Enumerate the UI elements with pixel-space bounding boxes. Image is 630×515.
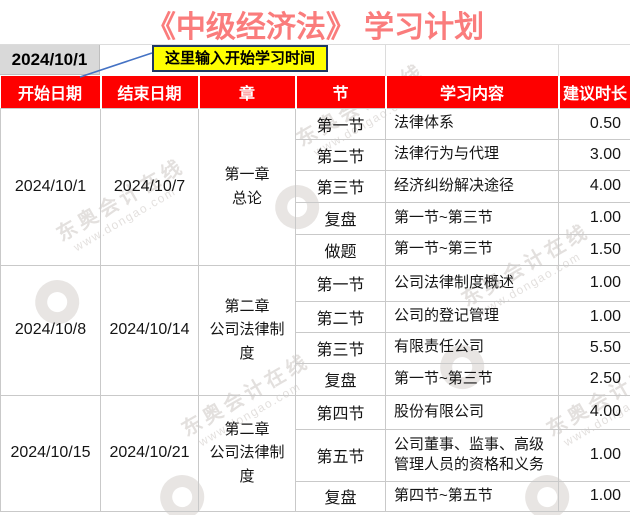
header-cell-end-date[interactable]: 结束日期: [99, 76, 199, 108]
cell-content[interactable]: 公司法律制度概述: [385, 264, 559, 302]
table-row: 复盘 第四节~第五节 1.00: [1, 480, 630, 512]
cell-section[interactable]: 第四节: [295, 394, 386, 430]
page-title: 《中级经济法》 学习计划: [145, 11, 485, 44]
callout-leader-line: [79, 52, 153, 78]
chapter-number: 第二章: [224, 298, 270, 316]
start-date-input-cell[interactable]: 2024/10/1: [0, 45, 100, 75]
cell-section[interactable]: 复盘: [295, 362, 386, 396]
cell-content[interactable]: 第四节~第五节: [385, 480, 559, 512]
cell-content[interactable]: 有限责任公司: [385, 331, 559, 364]
cell-hours[interactable]: 4.00: [558, 394, 630, 430]
cell-content[interactable]: 第一节~第三节: [385, 201, 559, 235]
header-cell-chapter[interactable]: 章: [197, 76, 296, 108]
cell-section[interactable]: 第三节: [295, 331, 386, 364]
cell-content[interactable]: 法律体系: [385, 107, 559, 140]
header-cell-hours[interactable]: 建议时长: [557, 76, 630, 108]
cell-content[interactable]: 法律行为与代理: [385, 138, 559, 171]
cell-chapter[interactable]: 第二章 公司法律制度: [198, 394, 296, 512]
cell-hours[interactable]: 1.50: [558, 233, 630, 266]
gridline: [0, 44, 630, 45]
cell-hours[interactable]: 5.50: [558, 331, 630, 364]
cell-end-date[interactable]: 2024/10/7: [100, 107, 199, 266]
chapter-name: 公司法律制度: [209, 444, 285, 485]
study-plan-table: 开始日期 结束日期 章 节 学习内容 建议时长 2024/10/1 2024/1…: [0, 76, 630, 512]
header-cell-content[interactable]: 学习内容: [384, 76, 559, 108]
cell-end-date[interactable]: 2024/10/21: [100, 394, 199, 512]
cell-start-date[interactable]: 2024/10/8: [0, 264, 101, 396]
cell-section[interactable]: 第二节: [295, 300, 386, 333]
header-cell-section[interactable]: 节: [294, 76, 386, 108]
gridline: [558, 44, 559, 76]
table-row: 第二节 公司的登记管理 1.00: [1, 300, 630, 333]
cell-section[interactable]: 第一节: [295, 264, 386, 302]
table-row: 复盘 第一节~第三节 2.50: [1, 362, 630, 396]
cell-section[interactable]: 第三节: [295, 169, 386, 203]
cell-hours[interactable]: 1.00: [558, 264, 630, 302]
cell-section[interactable]: 复盘: [295, 480, 386, 512]
cell-hours[interactable]: 3.00: [558, 138, 630, 171]
cell-section[interactable]: 第五节: [295, 428, 386, 482]
cell-hours[interactable]: 0.50: [558, 107, 630, 140]
table-row: 2024/10/1 2024/10/7 第一章 总论 第一节 法律体系 0.50: [0, 107, 630, 266]
cell-chapter[interactable]: 第二章 公司法律制度: [198, 264, 296, 396]
cell-section[interactable]: 第二节: [295, 138, 386, 171]
cell-hours[interactable]: 4.00: [558, 169, 630, 203]
chapter-number: 第一章: [224, 166, 270, 184]
cell-end-date[interactable]: 2024/10/14: [100, 264, 199, 396]
header-cell-start-date[interactable]: 开始日期: [0, 76, 101, 108]
gridline: [385, 44, 386, 76]
table-row: 做题 第一节~第三节 1.50: [1, 233, 630, 266]
table-row: 复盘 第一节~第三节 1.00: [1, 201, 630, 235]
cell-hours[interactable]: 2.50: [558, 362, 630, 396]
cell-section[interactable]: 复盘: [295, 201, 386, 235]
cell-section[interactable]: 第一节: [295, 107, 386, 140]
cell-section[interactable]: 做题: [295, 233, 386, 266]
cell-hours[interactable]: 1.00: [558, 300, 630, 333]
table-row: 第三节 有限责任公司 5.50: [1, 331, 630, 364]
chapter-name: 公司法律制度: [209, 321, 285, 362]
cell-start-date[interactable]: 2024/10/15: [0, 394, 101, 512]
cell-hours[interactable]: 1.00: [558, 428, 630, 482]
cell-content[interactable]: 经济纠纷解决途径: [385, 169, 559, 203]
cell-chapter[interactable]: 第一章 总论: [198, 107, 296, 266]
cell-content[interactable]: 第一节~第三节: [385, 233, 559, 266]
cell-hours[interactable]: 1.00: [558, 480, 630, 512]
cell-content[interactable]: 股份有限公司: [385, 394, 559, 430]
table-header-row: 开始日期 结束日期 章 节 学习内容 建议时长: [0, 76, 630, 108]
cell-content[interactable]: 公司的登记管理: [385, 300, 559, 333]
chapter-number: 第二章: [224, 421, 270, 439]
cell-hours[interactable]: 1.00: [558, 201, 630, 235]
cell-start-date[interactable]: 2024/10/1: [0, 107, 101, 266]
chapter-name: 总论: [231, 189, 262, 207]
cell-content[interactable]: 公司董事、监事、高级管理人员的资格和义务: [385, 428, 559, 482]
table-row: 2024/10/8 2024/10/14 第二章 公司法律制度 第一节 公司法律…: [0, 264, 630, 396]
cell-content[interactable]: 第一节~第三节: [385, 362, 559, 396]
callout-note: 这里输入开始学习时间: [152, 45, 328, 72]
table-row: 2024/10/15 2024/10/21 第二章 公司法律制度 第四节 股份有…: [0, 394, 630, 512]
